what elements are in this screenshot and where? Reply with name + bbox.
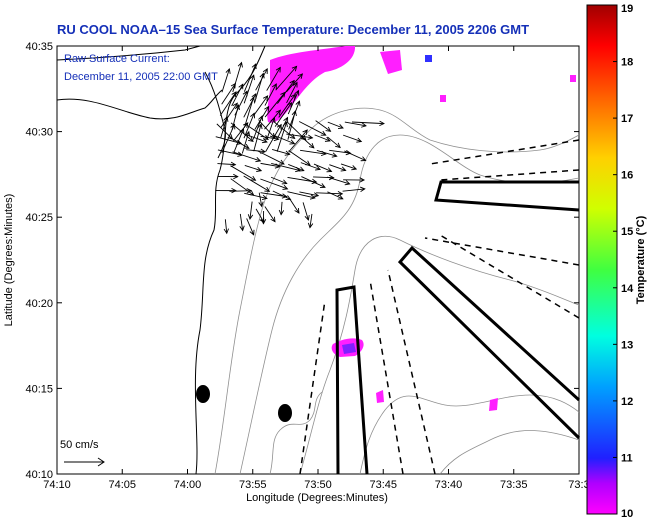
sst-patch-blue — [425, 55, 432, 62]
x-tick-label: 74:05 — [108, 479, 136, 491]
plot-area: Raw Surface Current: December 11, 2005 2… — [57, 46, 579, 474]
colorbar-tick-label: 10 — [621, 508, 633, 519]
colorbar-tick-label: 14 — [621, 283, 634, 295]
y-tick-label: 40:30 — [25, 127, 53, 139]
colorbar-tick-label: 16 — [621, 170, 633, 182]
colorbar-tick-label: 11 — [621, 452, 633, 464]
sst-patch-southeast — [489, 398, 498, 411]
colorbar-tick-label: 15 — [621, 226, 633, 238]
x-tick-label: 73:50 — [304, 479, 332, 491]
y-tick-label: 40:25 — [25, 212, 53, 224]
buoy-east — [278, 404, 292, 422]
colorbar-tick-label: 13 — [621, 339, 633, 351]
sst-patch-edge — [570, 75, 576, 82]
raw-current-date: December 11, 2005 22:00 GMT — [64, 71, 218, 83]
chart-title: RU COOL NOAA–15 Sea Surface Temperature:… — [57, 22, 529, 37]
colorbar-tick-label: 17 — [621, 113, 633, 125]
y-tick-label: 40:20 — [25, 298, 53, 310]
raw-current-label: Raw Surface Current: — [64, 53, 170, 65]
x-tick-label: 73:35 — [500, 479, 528, 491]
colorbar-tick-label: 19 — [621, 3, 633, 15]
y-tick-label: 40:15 — [25, 383, 53, 395]
x-tick-label: 74:00 — [174, 479, 202, 491]
y-tick-label: 40:10 — [25, 469, 53, 481]
buoy-west — [196, 385, 210, 403]
colorbar-label: Temperature (°C) — [635, 215, 647, 304]
colorbar-tick-label: 18 — [621, 57, 633, 69]
colorbar-tick-label: 12 — [621, 396, 633, 408]
x-tick-label: 73:40 — [435, 479, 463, 491]
x-tick-label: 73:3 — [568, 479, 589, 491]
x-axis-label: Longitude (Degrees:Minutes) — [246, 492, 388, 504]
scale-arrow-label: 50 cm/s — [60, 439, 99, 451]
y-tick-label: 40:35 — [25, 41, 53, 53]
sst-patch-tiny — [440, 95, 446, 102]
colorbar — [587, 5, 617, 514]
x-tick-label: 73:55 — [239, 479, 267, 491]
x-tick-label: 73:45 — [369, 479, 397, 491]
y-axis-label: Latitude (Degrees:Minutes) — [3, 194, 15, 327]
